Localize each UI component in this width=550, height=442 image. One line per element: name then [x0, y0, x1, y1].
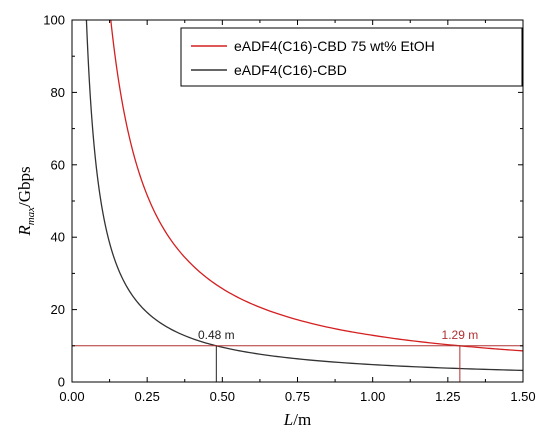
x-axis-title-unit: /m	[293, 410, 311, 429]
legend: eADF4(C16)-CBD 75 wt% EtOH eADF4(C16)-CBD	[180, 27, 523, 87]
chart-marks	[85, 20, 523, 372]
y-tick-label: 20	[51, 302, 65, 317]
x-tick-label: 1.25	[435, 389, 460, 404]
y-tick-label: 80	[51, 85, 65, 100]
legend-label-1: eADF4(C16)-CBD	[234, 62, 347, 78]
x-tick-label: 1.50	[510, 389, 535, 404]
annotations: 0.48 m 1.29 m	[72, 328, 523, 382]
legend-box	[180, 27, 523, 87]
x-tick-label: 1.00	[360, 389, 385, 404]
y-axis-title-sub: max	[25, 207, 37, 225]
x-axis-title-main: L	[283, 410, 293, 429]
x-tick-label: 0.00	[59, 389, 84, 404]
reference-label-0: 0.48 m	[198, 328, 235, 342]
x-tick-label: 0.75	[285, 389, 310, 404]
x-axis-title: L/m	[283, 410, 311, 429]
axes: 0.00 0.25 0.50 0.75 1.00 1.25 1.50 0 20 40 60 80 100…	[15, 13, 536, 430]
series-line-0	[110, 20, 523, 352]
y-axis-title-unit: /Gbps	[15, 166, 34, 207]
reference-label-1: 1.29 m	[442, 328, 479, 342]
y-tick-label: 40	[51, 230, 65, 245]
x-tick-label: 0.25	[135, 389, 160, 404]
legend-label-0: eADF4(C16)-CBD 75 wt% EtOH	[234, 38, 435, 54]
y-axis-title-main: R	[15, 225, 34, 237]
x-tick-label: 0.50	[210, 389, 235, 404]
y-tick-label: 0	[58, 375, 65, 390]
y-axis-title: Rmax/Gbps	[15, 166, 37, 236]
y-tick-label: 100	[43, 13, 65, 28]
series-line-1	[85, 20, 523, 372]
y-tick-label: 60	[51, 157, 65, 172]
